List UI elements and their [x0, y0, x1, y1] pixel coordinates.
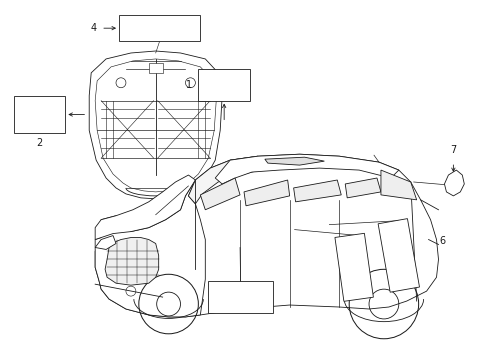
Polygon shape — [95, 180, 205, 317]
Bar — [198, 69, 250, 100]
Text: 2: 2 — [36, 138, 43, 148]
Polygon shape — [378, 219, 419, 292]
Polygon shape — [95, 235, 116, 249]
Text: 1: 1 — [186, 80, 193, 90]
Polygon shape — [95, 154, 439, 317]
Polygon shape — [381, 170, 416, 200]
Text: 7: 7 — [450, 145, 457, 155]
Bar — [149, 63, 163, 73]
Polygon shape — [335, 233, 373, 301]
Polygon shape — [189, 156, 260, 204]
Text: 6: 6 — [440, 235, 445, 246]
Bar — [14, 96, 65, 133]
Polygon shape — [95, 175, 196, 239]
Bar — [119, 15, 200, 41]
Polygon shape — [89, 51, 222, 199]
Text: 5: 5 — [294, 292, 301, 302]
Polygon shape — [215, 154, 399, 184]
Polygon shape — [294, 180, 341, 202]
Text: 3: 3 — [307, 272, 314, 282]
Polygon shape — [345, 178, 381, 198]
Bar — [208, 281, 273, 313]
Polygon shape — [265, 157, 324, 165]
Polygon shape — [444, 170, 465, 196]
Polygon shape — [200, 178, 240, 210]
Polygon shape — [244, 180, 290, 206]
Polygon shape — [105, 238, 159, 285]
Text: 4: 4 — [91, 23, 97, 33]
